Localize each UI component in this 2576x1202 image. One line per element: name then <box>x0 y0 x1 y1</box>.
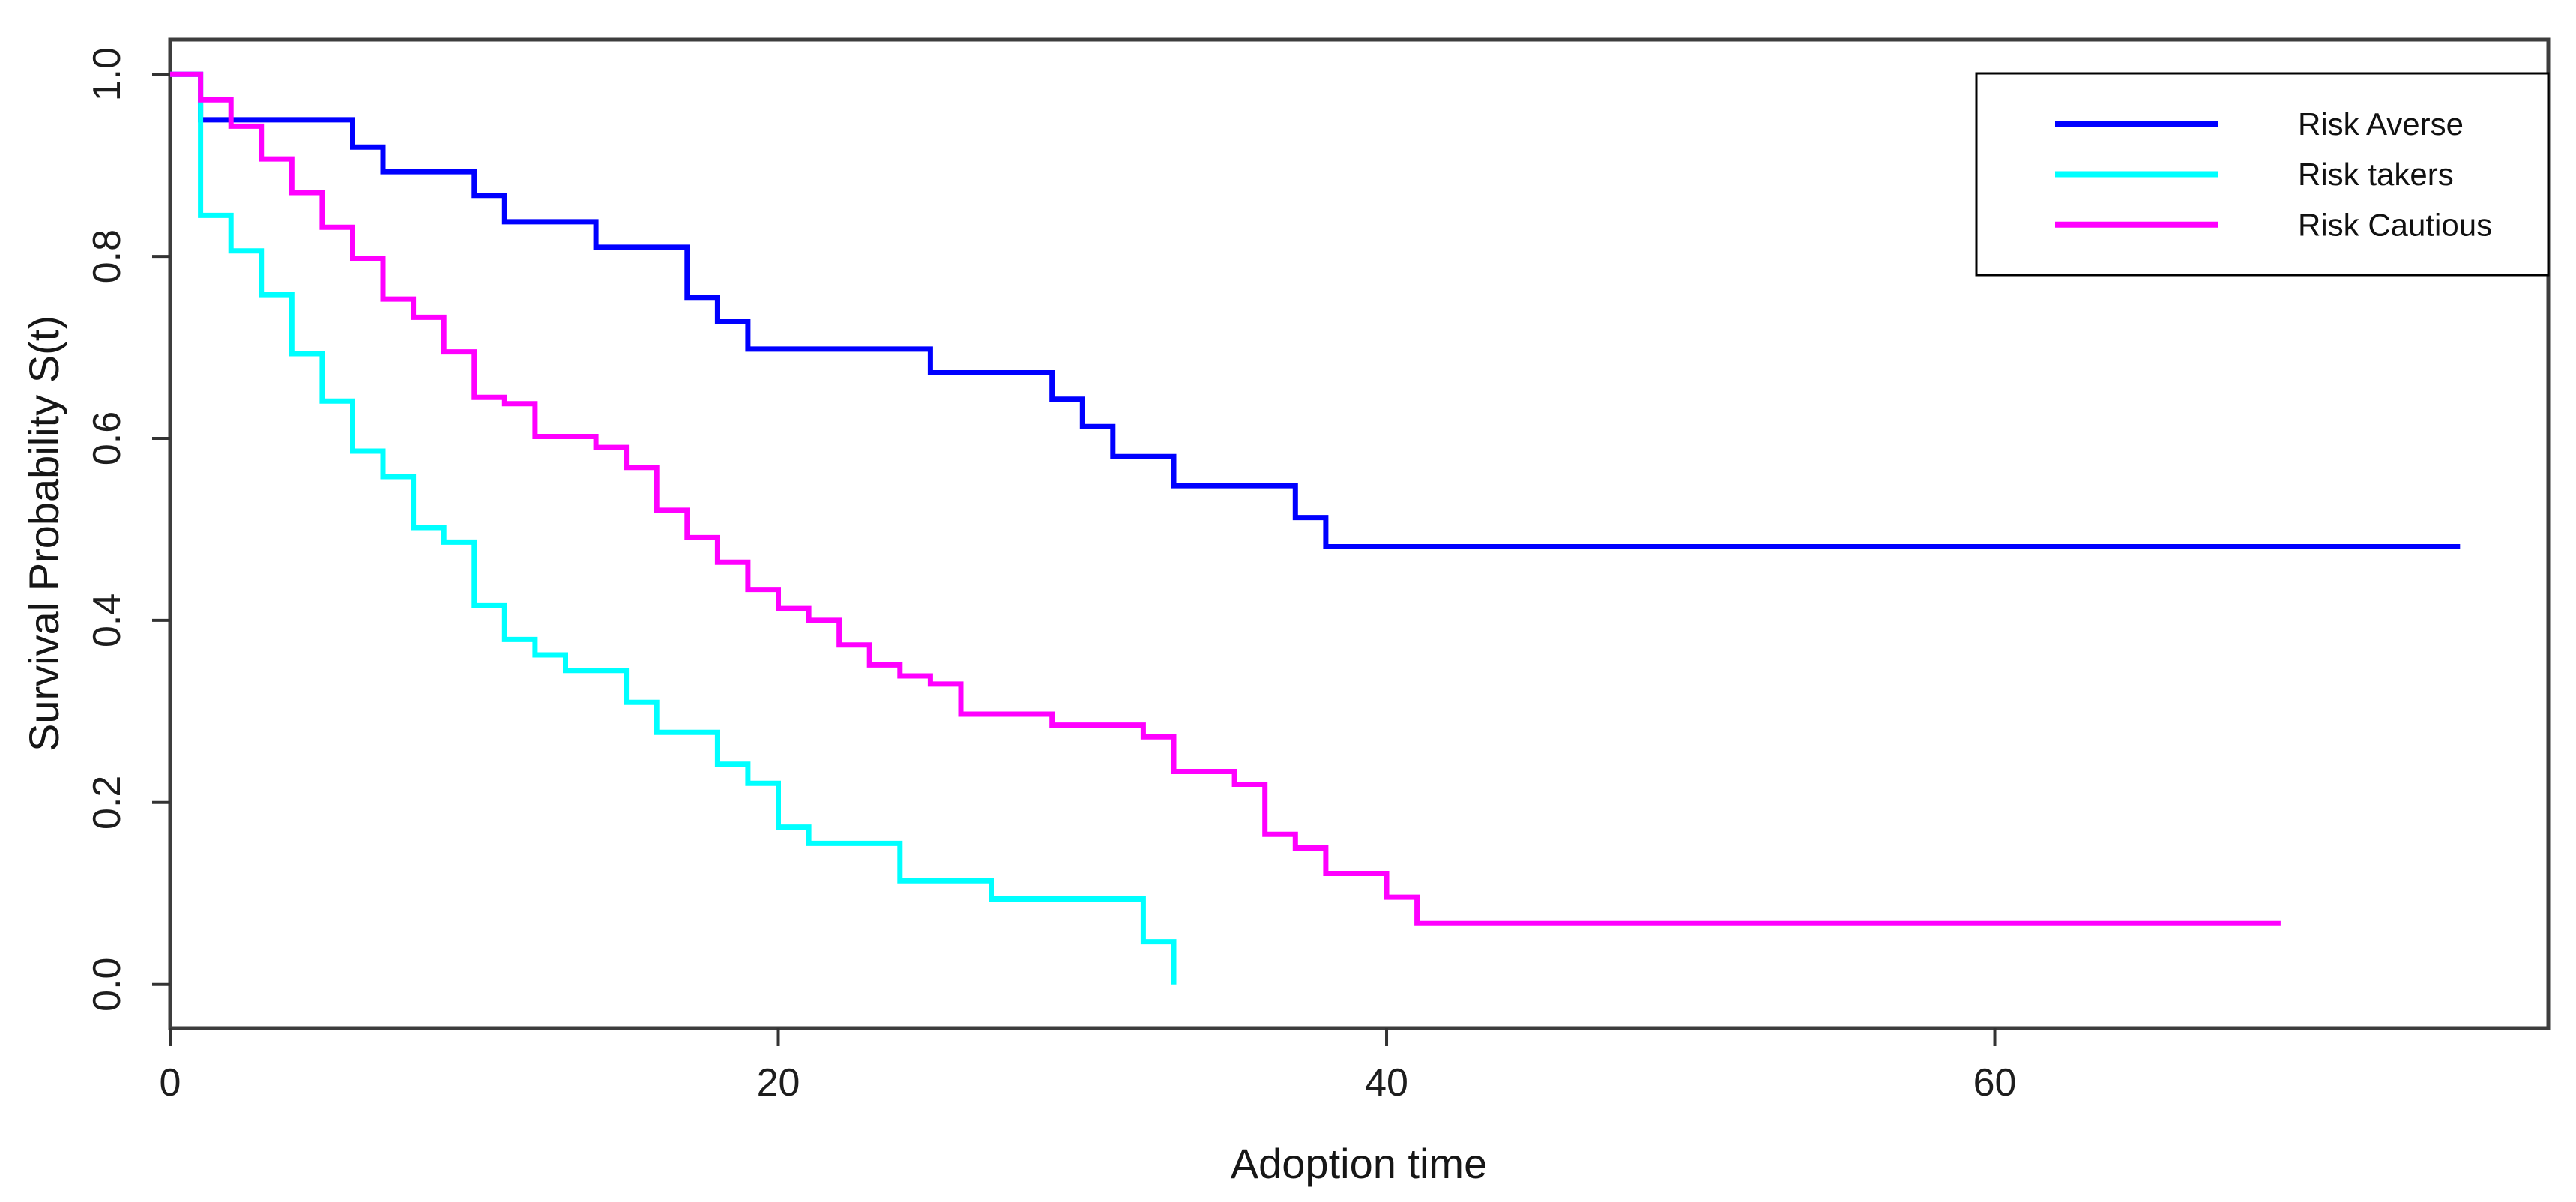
curve-risk-averse <box>170 71 2461 549</box>
y-axis-tick-label: 0.0 <box>85 958 129 1012</box>
plot-border <box>168 37 2551 1030</box>
y-axis-tick-label: 1.0 <box>85 47 129 101</box>
y-axis-tick-label: 0.2 <box>85 776 129 830</box>
curve-risk-cautious <box>170 71 2281 926</box>
x-axis-title: Adoption time <box>1231 1140 1487 1187</box>
legend-label-risk-cautious: Risk Cautious <box>2298 207 2492 242</box>
chart-generated-layer: 0 20 40 60 0.0 0.2 0.4 0.6 0.8 1.0 Risk Averse Risk… <box>85 37 2551 1105</box>
legend-label-risk-averse: Risk Averse <box>2298 106 2464 142</box>
curve-risk-takers <box>170 71 1177 985</box>
y-axis-title: Survival Probability S(t) <box>20 315 67 752</box>
y-axis-tick-label: 0.4 <box>85 594 129 647</box>
y-axis-tick-label: 0.8 <box>85 229 129 283</box>
x-axis-tick-label: 0 <box>160 1061 181 1105</box>
x-axis-tick-label: 60 <box>1973 1061 2017 1105</box>
legend-label-risk-takers: Risk takers <box>2298 157 2454 192</box>
x-axis-tick-label: 40 <box>1365 1061 1408 1105</box>
x-axis-tick-label: 20 <box>757 1061 800 1105</box>
y-axis-tick-label: 0.6 <box>85 411 129 465</box>
